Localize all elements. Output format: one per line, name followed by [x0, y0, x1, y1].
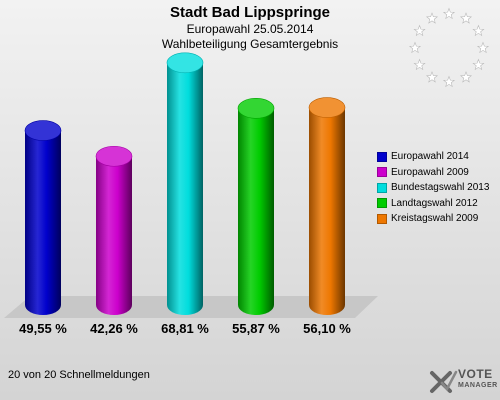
legend-swatch: [377, 182, 387, 193]
legend-item: Landtagswahl 2012: [377, 196, 489, 212]
legend-label: Landtagswahl 2012: [391, 197, 478, 209]
bar-top: [24, 120, 62, 141]
bar-top: [308, 97, 346, 118]
bar-value-label: 42,26 %: [90, 321, 138, 336]
bar-body: [25, 130, 61, 315]
legend-label: Kreistagswahl 2009: [391, 213, 479, 225]
brand-subname: MANAGER: [458, 382, 498, 389]
legend-label: Europawahl 2009: [391, 166, 469, 178]
bar-value-label: 56,10 %: [303, 321, 351, 336]
legend-item: Bundestagswahl 2013: [377, 180, 489, 196]
bar-value-label: 55,87 %: [232, 321, 280, 336]
legend-item: Kreistagswahl 2009: [377, 211, 489, 227]
bar: [166, 52, 204, 315]
bar-body: [309, 107, 345, 315]
bar-top: [166, 52, 204, 74]
bar-value-label: 68,81 %: [161, 321, 209, 336]
x-check-logo-icon: [430, 370, 458, 393]
legend-swatch: [377, 198, 387, 209]
bar: [308, 97, 346, 315]
legend-label: Bundestagswahl 2013: [391, 182, 490, 194]
bar: [24, 120, 62, 315]
bar-body: [167, 62, 203, 315]
legend-swatch: [377, 151, 387, 162]
bar-top: [237, 98, 275, 119]
footer-status: 20 von 20 Schnellmeldungen: [8, 369, 150, 381]
bar: [95, 145, 133, 315]
bar-value-label: 49,55 %: [19, 321, 67, 336]
chart-subtitle-2: Wahlbeteiligung Gesamtergebnis: [161, 37, 339, 51]
legend-swatch: [377, 213, 387, 224]
bar-body: [96, 156, 132, 315]
legend-item: Europawahl 2014: [377, 149, 489, 165]
bar-body: [238, 108, 274, 315]
chart-title: Stadt Bad Lippspringe: [169, 4, 330, 21]
legend-swatch: [377, 167, 387, 178]
brand-name: VOTE: [458, 367, 493, 381]
chart-legend: Europawahl 2014 Europawahl 2009 Bundesta…: [377, 149, 489, 227]
bar-top: [95, 145, 133, 167]
bar: [237, 98, 275, 315]
legend-item: Europawahl 2009: [377, 165, 489, 181]
chart-subtitle: Europawahl 25.05.2014: [186, 22, 314, 36]
legend-label: Europawahl 2014: [391, 151, 469, 163]
vote-manager-logo: VOTE MANAGER: [428, 366, 498, 396]
